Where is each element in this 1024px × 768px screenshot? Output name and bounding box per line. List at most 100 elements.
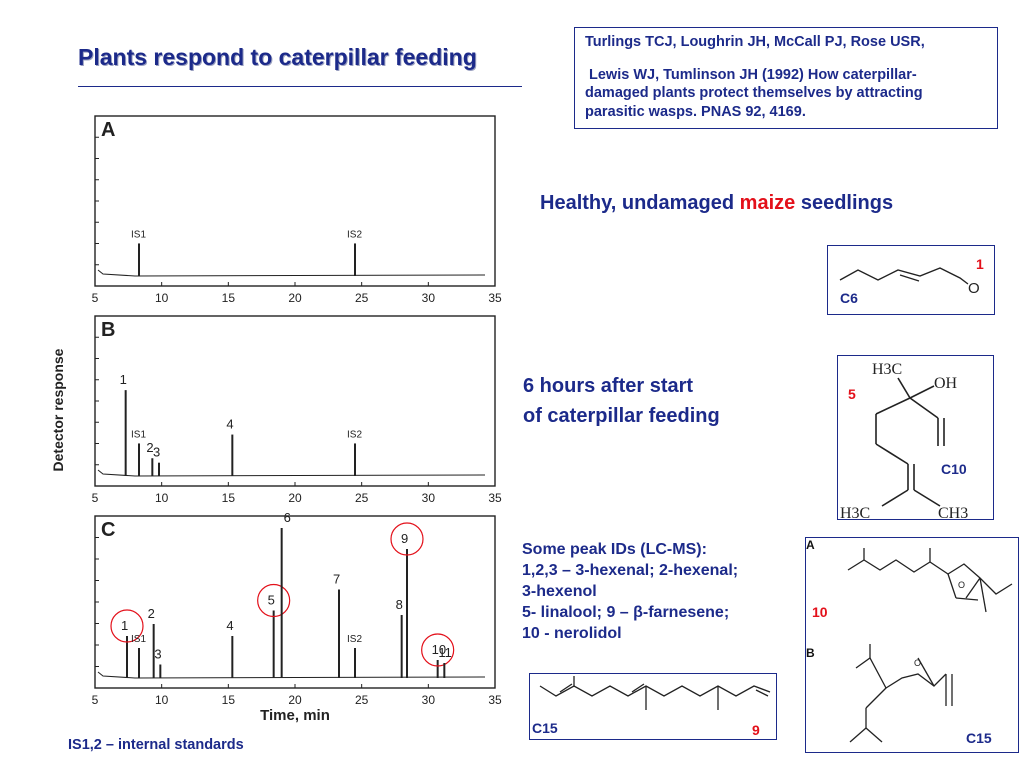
highlight-circle-1 bbox=[110, 609, 144, 643]
peak-ids-line-4: 5- linalool; 9 – β-farnesene; bbox=[522, 604, 730, 621]
reference-line-1: Turlings TCJ, Loughrin JH, McCall PJ, Ro… bbox=[585, 34, 925, 50]
x-tick-label: 25 bbox=[355, 291, 369, 305]
nerolidol-structure-drawing: O O bbox=[847, 548, 1013, 743]
x-tick-label: 5 bbox=[92, 491, 99, 505]
nerolidol-panel-a-label: A bbox=[806, 538, 815, 552]
panel-label-B: B bbox=[101, 319, 115, 341]
x-tick-label: 20 bbox=[288, 291, 302, 305]
x-tick-label: 20 bbox=[288, 491, 302, 505]
panel-frame-C bbox=[94, 515, 496, 689]
title-underline bbox=[78, 86, 522, 87]
linalool-h3c-bottom: H3C bbox=[840, 505, 870, 519]
peak-label-4: 4 bbox=[226, 618, 233, 633]
x-tick-label: 30 bbox=[422, 693, 436, 707]
farnesene-carbon-label: C15 bbox=[532, 720, 558, 736]
x-tick-label: 25 bbox=[355, 491, 369, 505]
nerolidol-panel-b-label: B bbox=[806, 646, 815, 660]
baseline-A bbox=[97, 269, 486, 277]
nerolidol-a-oxygen: O bbox=[958, 580, 965, 590]
peak-label-11: 11 bbox=[438, 645, 452, 660]
baseline-C bbox=[97, 671, 486, 679]
peak-label-3: 3 bbox=[153, 445, 160, 460]
x-tick-label: 35 bbox=[488, 291, 502, 305]
panel-frame-B bbox=[94, 315, 496, 487]
reference-line-4: parasitic wasps. PNAS 92, 4169. bbox=[585, 104, 806, 120]
healthy-caption: Healthy, undamaged maize seedlings bbox=[540, 192, 893, 215]
x-tick-label: 30 bbox=[422, 491, 436, 505]
peak-label-4: 4 bbox=[226, 417, 233, 432]
highlight-circle-5 bbox=[257, 583, 291, 618]
peak-label-7: 7 bbox=[333, 572, 340, 587]
x-axis-label: Time, min bbox=[260, 707, 330, 724]
panel-frame-A bbox=[94, 115, 496, 287]
x-tick-label: 20 bbox=[288, 693, 302, 707]
x-tick-label: 15 bbox=[222, 491, 236, 505]
nerolidol-carbon-label: C15 bbox=[966, 730, 992, 746]
feeding-caption: 6 hours after start of caterpillar feedi… bbox=[523, 371, 720, 431]
peak-label-8: 8 bbox=[396, 597, 403, 612]
peak-ids-line-2: 1,2,3 – 3-hexenal; 2-hexenal; bbox=[522, 562, 739, 579]
baseline-B bbox=[97, 469, 486, 477]
peak-label-6: 6 bbox=[284, 510, 291, 525]
x-tick-label: 30 bbox=[422, 291, 436, 305]
x-tick-label: 35 bbox=[488, 693, 502, 707]
farnesene-structure-box: C15 9 bbox=[529, 673, 777, 740]
peak-label-9: 9 bbox=[401, 531, 408, 546]
x-tick-label: 10 bbox=[155, 693, 169, 707]
highlight-circle-10 bbox=[421, 633, 455, 667]
hexenal-structure-drawing: O bbox=[839, 267, 980, 297]
linalool-ch3: CH3 bbox=[938, 505, 968, 519]
panel-label-C: C bbox=[101, 519, 115, 541]
nerolidol-number: 10 bbox=[812, 604, 828, 620]
reference-line-3: damaged plants protect themselves by att… bbox=[585, 85, 923, 101]
peak-ids-line-1: Some peak IDs (LC-MS): bbox=[522, 541, 707, 558]
linalool-structure-box: H3C OH H3C CH3 5 C10 bbox=[837, 355, 994, 520]
peak-label-2: 2 bbox=[146, 440, 153, 455]
hexenal-structure-box: O 1 C6 bbox=[827, 245, 995, 315]
x-tick-label: 10 bbox=[155, 491, 169, 505]
maize-highlight: maize bbox=[739, 192, 796, 214]
x-tick-label: 15 bbox=[222, 693, 236, 707]
x-tick-label: 25 bbox=[355, 693, 369, 707]
reference-line-2: Lewis WJ, Tumlinson JH (1992) How caterp… bbox=[589, 67, 917, 83]
y-axis-label: Detector response bbox=[50, 348, 66, 472]
peak-label-IS2: IS2 bbox=[347, 634, 362, 645]
nerolidol-b-oxygen: O bbox=[914, 658, 921, 668]
linalool-oh: OH bbox=[934, 375, 958, 392]
linalool-number: 5 bbox=[848, 386, 856, 402]
peak-label-1: 1 bbox=[121, 618, 128, 633]
peak-label-5: 5 bbox=[268, 593, 275, 608]
x-tick-label: 10 bbox=[155, 291, 169, 305]
peak-label-3: 3 bbox=[154, 647, 161, 662]
x-tick-label: 5 bbox=[92, 693, 99, 707]
x-tick-label: 15 bbox=[222, 291, 236, 305]
hexenal-number: 1 bbox=[976, 256, 984, 272]
peak-ids-line-5: 10 - nerolidol bbox=[522, 625, 622, 642]
slide-title: Plants respond to caterpillar feeding bbox=[78, 44, 477, 70]
healthy-caption-end: seedlings bbox=[795, 192, 894, 214]
highlight-circle-9 bbox=[390, 522, 424, 556]
peak-label-IS2: IS2 bbox=[347, 229, 362, 240]
feeding-caption-line-2: of caterpillar feeding bbox=[523, 405, 720, 427]
peak-label-IS2: IS2 bbox=[347, 429, 362, 440]
linalool-h3c-top: H3C bbox=[872, 361, 902, 378]
peak-ids-line-3: 3-hexenol bbox=[522, 583, 597, 600]
linalool-structure-drawing: H3C OH H3C CH3 bbox=[840, 361, 968, 519]
farnesene-number: 9 bbox=[752, 722, 760, 738]
peak-label-2: 2 bbox=[148, 606, 155, 621]
internal-standards-note: IS1,2 – internal standards bbox=[68, 737, 244, 753]
healthy-caption-start: Healthy, undamaged bbox=[540, 192, 740, 214]
peak-label-IS1: IS1 bbox=[131, 429, 146, 440]
hexenal-carbon-label: C6 bbox=[840, 290, 858, 306]
peak-label-IS1: IS1 bbox=[131, 634, 146, 645]
feeding-caption-line-1: 6 hours after start bbox=[523, 375, 694, 397]
linalool-carbon-label: C10 bbox=[941, 461, 967, 477]
peak-label-IS1: IS1 bbox=[131, 229, 146, 240]
reference-box: Turlings TCJ, Loughrin JH, McCall PJ, Ro… bbox=[574, 27, 998, 129]
farnesene-structure-drawing bbox=[539, 676, 771, 710]
oxygen-atom: O bbox=[968, 280, 980, 297]
panel-label-A: A bbox=[101, 119, 115, 141]
x-tick-label: 5 bbox=[92, 291, 99, 305]
nerolidol-structure-box: O O A B C15 bbox=[805, 537, 1019, 753]
